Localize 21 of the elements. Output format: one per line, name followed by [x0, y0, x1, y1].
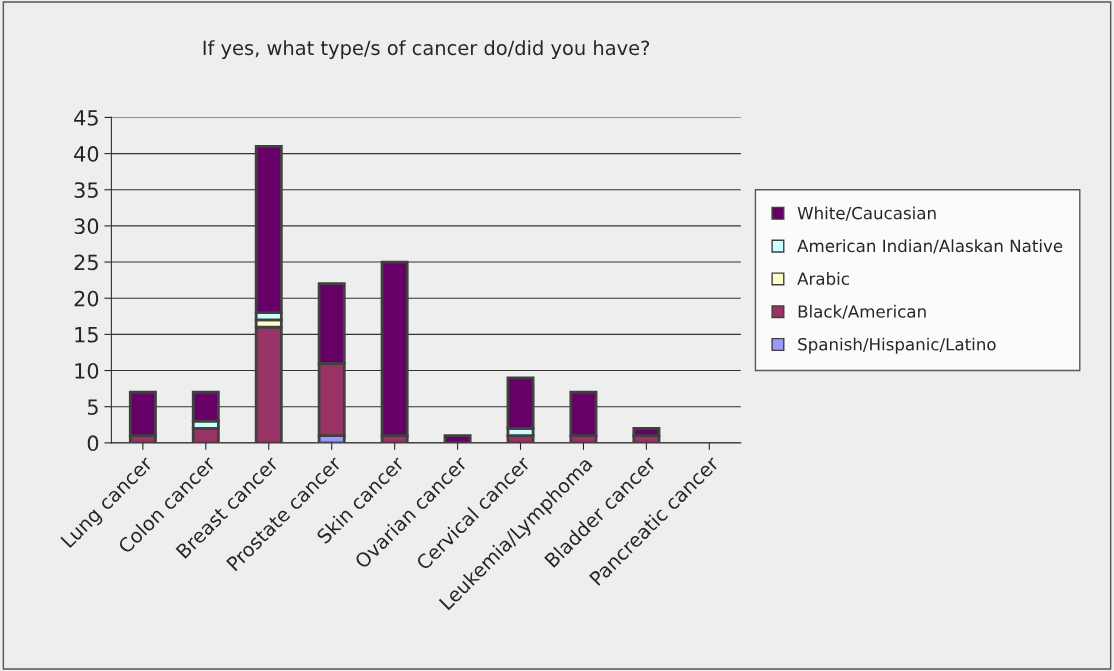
bar	[380, 260, 409, 438]
y-tick-label: 5	[87, 399, 98, 415]
y-tick-label: 10	[75, 362, 99, 379]
y-tick-label: 40	[74, 146, 99, 162]
y-tick-label: 0	[87, 435, 99, 452]
y-tick-label: 25	[74, 254, 98, 271]
y-tick-label: 35	[74, 182, 98, 198]
legend-label: Spanish/Hispanic/Latino	[798, 337, 996, 354]
bar	[128, 390, 157, 438]
bar	[569, 390, 598, 438]
legend-label: Arabic	[797, 272, 849, 285]
chart-title: If yes, what type/s of cancer do/did you have?	[203, 40, 650, 59]
bar	[443, 434, 472, 443]
y-tick-label: 15	[75, 327, 98, 343]
y-tick-label: 30	[74, 218, 99, 235]
legend-label: White/Caucasian	[797, 206, 936, 221]
y-tick-label: 45	[74, 110, 98, 126]
y-tick-label: 20	[74, 290, 99, 307]
legend-label: American Indian/Alaskan Native	[797, 239, 1063, 254]
legend-label: Black/American	[798, 304, 926, 320]
bar	[632, 427, 661, 438]
